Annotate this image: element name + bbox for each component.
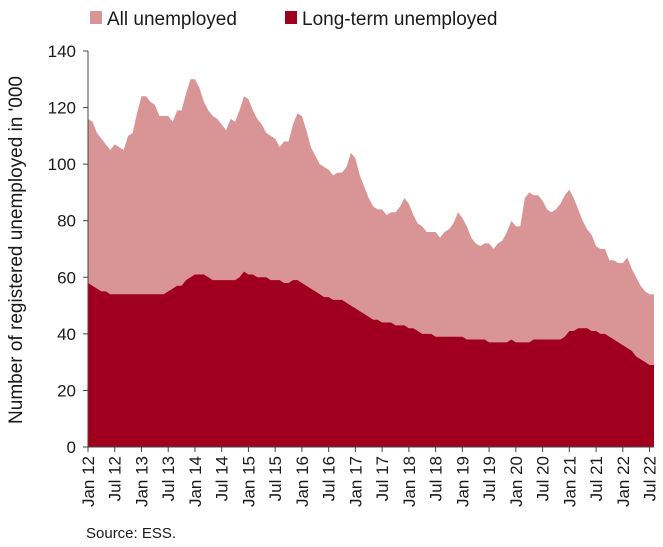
legend-swatch-all-unemployed (90, 11, 102, 24)
x-tick-label: Jul 15 (266, 456, 285, 501)
y-tick-label: 60 (57, 268, 76, 287)
x-tick-label: Jul 17 (373, 456, 392, 501)
x-tick-label: Jan 17 (346, 456, 365, 507)
x-tick-label: Jul 18 (427, 456, 446, 501)
x-tick-label: Jan 19 (453, 456, 472, 507)
x-tick-label: Jan 16 (293, 456, 312, 507)
x-tick-label: Jan 14 (186, 456, 205, 507)
legend: All unemployed Long-term unemployed (90, 9, 497, 30)
y-tick-label: 80 (57, 212, 76, 231)
legend-label-all-unemployed: All unemployed (107, 9, 237, 30)
y-tick-label: 140 (48, 42, 76, 61)
x-tick-label: Jul 20 (534, 456, 553, 501)
x-tick-label: Jul 12 (106, 456, 125, 501)
x-tick-label: Jan 12 (79, 456, 98, 507)
x-tick-label: Jan 21 (560, 456, 579, 507)
legend-swatch-long-term-unemployed (285, 11, 297, 24)
y-tick-label: 100 (48, 155, 76, 174)
x-tick-label: Jan 18 (400, 456, 419, 507)
area-long-term-unemployed (88, 271, 654, 447)
x-axis: Jan 12 Jul 12 Jan 13 Jul 13 Jan 14 Jul 14 Jan … (79, 447, 660, 507)
y-tick-label: 120 (48, 99, 76, 118)
x-tick-label: Jul 16 (320, 456, 339, 501)
y-tick-label: 20 (57, 381, 76, 400)
x-tick-label: Jan 22 (614, 456, 633, 507)
y-axis: 0 20 40 60 80 100 120 140 (48, 42, 88, 457)
y-axis-title: Number of registered unemployed in '000 (6, 76, 27, 424)
source-note: Source: ESS. (86, 525, 176, 542)
plot-area (87, 51, 654, 448)
x-tick-label: Jul 19 (480, 456, 499, 501)
x-tick-label: Jan 20 (507, 456, 526, 507)
x-tick-label: Jul 21 (587, 456, 606, 501)
y-tick-label: 0 (67, 438, 76, 457)
legend-label-long-term-unemployed: Long-term unemployed (302, 9, 497, 30)
x-tick-label: Jul 22 (641, 456, 660, 501)
x-tick-label: Jul 14 (213, 456, 232, 501)
x-tick-label: Jul 13 (159, 456, 178, 501)
x-tick-label: Jan 13 (132, 456, 151, 507)
y-tick-label: 40 (57, 325, 76, 344)
x-tick-label: Jan 15 (239, 456, 258, 507)
